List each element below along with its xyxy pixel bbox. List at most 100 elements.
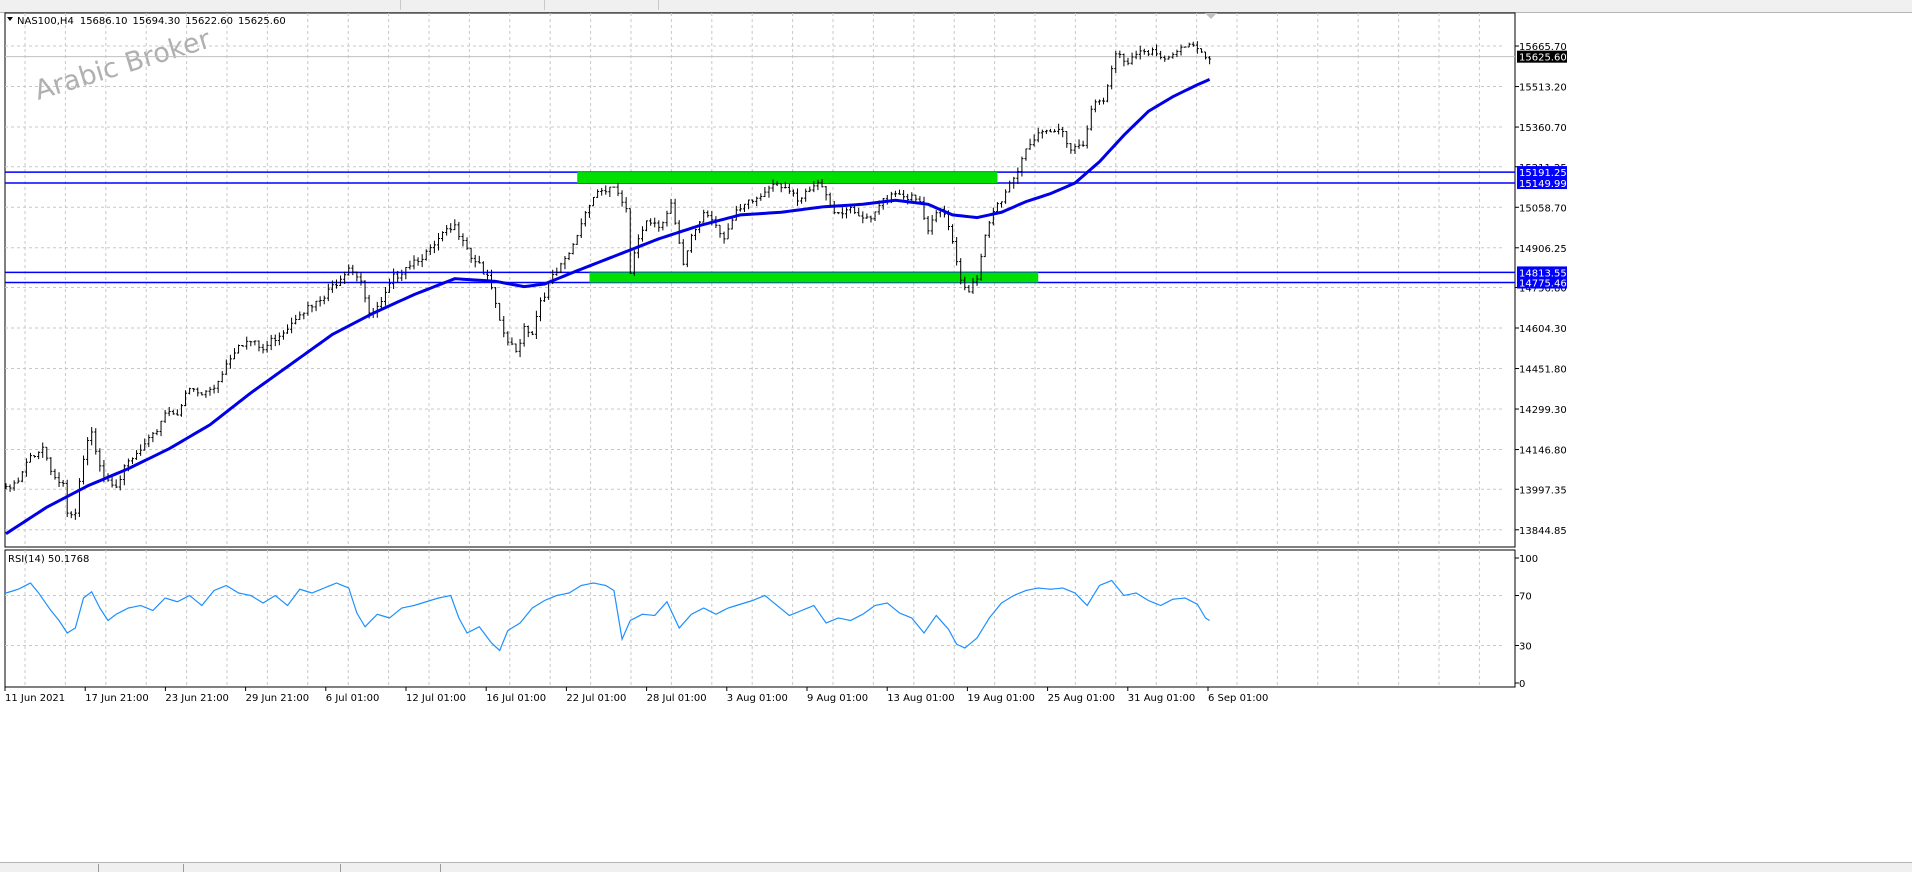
price-bar bbox=[506, 331, 510, 346]
price-bar bbox=[689, 233, 693, 253]
price-bar bbox=[363, 280, 367, 303]
support-resistance-zone bbox=[589, 272, 1039, 283]
x-tick-label: 9 Aug 01:00 bbox=[807, 693, 868, 704]
price-bar bbox=[8, 484, 12, 492]
x-tick-label: 3 Aug 01:00 bbox=[727, 693, 788, 704]
symbol-header: NAS100,H4 15686.10 15694.30 15622.60 15625.6… bbox=[7, 16, 286, 27]
current-price-tag bbox=[1517, 50, 1567, 63]
price-bar bbox=[991, 207, 995, 226]
price-bar bbox=[24, 458, 28, 477]
price-bar bbox=[1208, 56, 1212, 65]
toolbar-group-drawing[interactable] bbox=[0, 0, 401, 10]
price-bar bbox=[347, 264, 351, 276]
price-bar bbox=[571, 243, 575, 255]
price-bar bbox=[86, 437, 90, 466]
price-bar bbox=[400, 269, 404, 281]
x-tick-label: 16 Jul 01:00 bbox=[486, 693, 546, 704]
rsi-line bbox=[5, 579, 1210, 652]
price-bar bbox=[314, 300, 318, 312]
price-bar bbox=[265, 340, 269, 353]
price-bar bbox=[555, 267, 559, 276]
price-bar bbox=[1175, 49, 1179, 58]
price-bar bbox=[771, 179, 775, 192]
price-bar bbox=[812, 181, 816, 193]
x-tick-label: 22 Jul 01:00 bbox=[566, 693, 626, 704]
price-bar bbox=[1036, 127, 1040, 143]
y-tick-label: 14756.80 bbox=[1519, 283, 1567, 294]
price-bar bbox=[1040, 129, 1044, 139]
price-bar bbox=[1008, 180, 1012, 193]
price-bar bbox=[1155, 44, 1159, 57]
dropdown-triangle-icon[interactable] bbox=[7, 17, 13, 21]
rsi-axis: 100 70 30 0 bbox=[1515, 554, 1538, 690]
price-bar bbox=[445, 224, 449, 236]
price-bar bbox=[461, 233, 465, 247]
y-tick-label: 13997.35 bbox=[1519, 485, 1567, 496]
x-tick-label: 12 Jul 01:00 bbox=[406, 693, 466, 704]
price-bar bbox=[94, 428, 98, 455]
price-bar bbox=[718, 224, 722, 238]
price-bar bbox=[498, 302, 502, 321]
price-bar bbox=[147, 434, 151, 448]
price-bar bbox=[1163, 55, 1167, 62]
price-bar bbox=[844, 207, 848, 219]
price-bar bbox=[1134, 50, 1138, 60]
price-bar bbox=[1028, 138, 1032, 150]
price-bar bbox=[281, 330, 285, 340]
price-bar bbox=[694, 228, 698, 241]
price-bar bbox=[1146, 49, 1150, 57]
symbol-label: NAS100,H4 15686.10 15694.30 15622.60 15625.6… bbox=[17, 16, 286, 27]
x-tick-label: 23 Jun 21:00 bbox=[165, 693, 229, 704]
price-bar bbox=[330, 280, 334, 293]
price-bar bbox=[294, 314, 298, 325]
price-bar bbox=[261, 343, 265, 354]
price-bar bbox=[628, 208, 632, 274]
level-price-tag-text: 15191.25 bbox=[1519, 168, 1567, 179]
chart-shift-marker-icon[interactable] bbox=[1205, 13, 1217, 19]
price-bar bbox=[1118, 50, 1122, 59]
price-bar bbox=[41, 442, 45, 458]
price-bar bbox=[392, 268, 396, 290]
price-bar bbox=[1204, 51, 1208, 60]
price-bar bbox=[1048, 128, 1052, 133]
price-bar bbox=[995, 202, 999, 213]
price-bar bbox=[563, 255, 567, 270]
price-bar bbox=[800, 197, 804, 204]
toolbar-group-timeframes-extra[interactable] bbox=[548, 0, 659, 10]
price-bar bbox=[824, 185, 828, 201]
price-bar bbox=[783, 181, 787, 189]
price-bar bbox=[290, 317, 294, 334]
price-bar bbox=[188, 387, 192, 395]
price-bar bbox=[600, 187, 604, 196]
x-tick-label: 28 Jul 01:00 bbox=[647, 693, 707, 704]
price-bar bbox=[90, 426, 94, 446]
price-bar bbox=[1114, 50, 1118, 73]
price-bar bbox=[237, 344, 241, 354]
price-bar bbox=[494, 287, 498, 308]
x-tick-label: 31 Aug 01:00 bbox=[1128, 693, 1195, 704]
rsi-tick-label: 70 bbox=[1519, 592, 1532, 603]
price-bar bbox=[922, 196, 926, 220]
price-bar bbox=[163, 409, 167, 423]
toolbar-group-timeframes[interactable] bbox=[404, 0, 545, 10]
price-bar bbox=[673, 198, 677, 225]
price-bar bbox=[632, 250, 636, 276]
price-bar bbox=[669, 198, 673, 214]
price-bar bbox=[343, 271, 347, 284]
price-bar bbox=[298, 311, 302, 321]
price-bar bbox=[379, 297, 383, 310]
y-tick-label: 13844.85 bbox=[1519, 526, 1567, 537]
price-bar bbox=[787, 183, 791, 194]
price-bar bbox=[139, 444, 143, 456]
price-bar bbox=[902, 189, 906, 200]
y-tick-label: 15360.70 bbox=[1519, 123, 1567, 134]
price-bar bbox=[971, 278, 975, 294]
price-bar bbox=[1110, 65, 1114, 90]
price-bar bbox=[881, 197, 885, 210]
price-bar bbox=[734, 205, 738, 221]
price-bar bbox=[934, 210, 938, 223]
price-bar bbox=[453, 219, 457, 231]
level-price-tag-text: 15149.99 bbox=[1519, 179, 1567, 190]
price-bar bbox=[1085, 125, 1089, 149]
